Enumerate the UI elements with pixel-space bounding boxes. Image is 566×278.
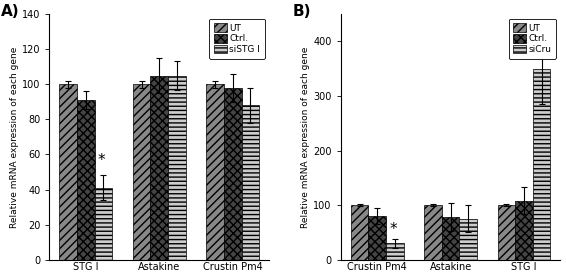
Bar: [498, 205, 515, 260]
Bar: [442, 217, 460, 260]
Y-axis label: Relative mRNA expression of each gene: Relative mRNA expression of each gene: [10, 46, 19, 228]
Bar: [533, 69, 551, 260]
Bar: [424, 205, 442, 260]
Legend: UT, Ctrl., siSTG I: UT, Ctrl., siSTG I: [209, 19, 264, 59]
Bar: [133, 84, 151, 260]
Bar: [368, 216, 386, 260]
Bar: [460, 219, 477, 260]
Bar: [168, 76, 186, 260]
Bar: [206, 84, 224, 260]
Bar: [242, 105, 259, 260]
Y-axis label: Relative mRNA expression of each gene: Relative mRNA expression of each gene: [302, 46, 310, 228]
Text: B): B): [293, 4, 311, 19]
Text: *: *: [98, 153, 105, 168]
Bar: [95, 188, 112, 260]
Bar: [77, 100, 95, 260]
Bar: [151, 76, 168, 260]
Bar: [224, 88, 242, 260]
Text: *: *: [389, 222, 397, 237]
Text: *: *: [536, 44, 544, 59]
Legend: UT, Ctrl., siCru: UT, Ctrl., siCru: [509, 19, 556, 59]
Bar: [59, 84, 77, 260]
Bar: [515, 201, 533, 260]
Text: A): A): [1, 4, 20, 19]
Bar: [386, 243, 404, 260]
Bar: [351, 205, 368, 260]
